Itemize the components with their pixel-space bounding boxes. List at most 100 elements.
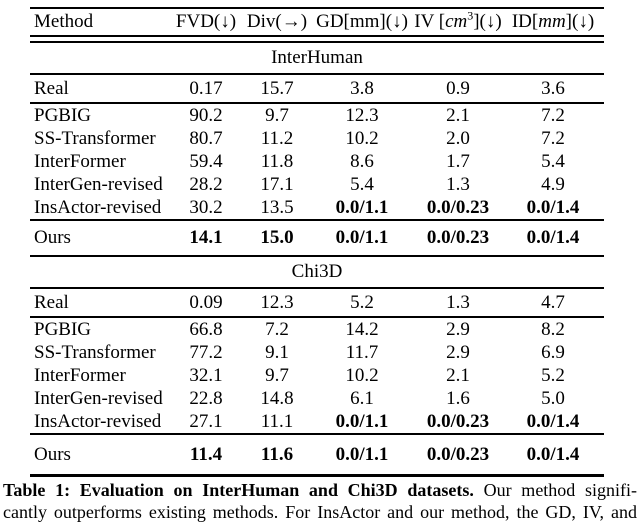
col-header-div: Div(→) <box>244 8 310 37</box>
value-cell: 3.8 <box>310 74 414 104</box>
value-cell: 14.1 <box>168 220 244 257</box>
table-row: InsActor-revised 30.2 13.5 0.0/1.1 0.0/0.23 0… <box>30 196 604 221</box>
value-cell: 1.3 <box>446 173 470 195</box>
value-cell: 2.0 <box>446 127 470 149</box>
value-cell: 28.2 <box>189 173 223 195</box>
dataset-section-row: InterHuman <box>30 42 604 75</box>
caption-line-2: cantly outperforms existing methods. For… <box>3 502 637 522</box>
value-cell: 59.4 <box>189 150 223 172</box>
value-cell: 0.0/0.23 <box>414 220 502 257</box>
value-cell: 0.9 <box>414 74 502 104</box>
double-rule-spacer <box>30 36 604 43</box>
value-cell: 5.4 <box>541 150 565 172</box>
col-header-id: ID[mm](↓) <box>502 8 604 37</box>
value-cell: 2.1 <box>446 104 470 126</box>
iv-unit-italic: cm <box>445 11 468 32</box>
value-cell: 9.7 <box>265 104 289 126</box>
iv-header-prefix: IV [ <box>414 11 446 32</box>
value-cell: 8.2 <box>541 318 565 340</box>
value-cell: 2.9 <box>446 318 470 340</box>
value-cell: 27.1 <box>168 410 244 435</box>
paper-page: Method FVD(↓) Div(→) GD[mm](↓) IV [cm3](… <box>3 7 637 522</box>
method-cell: Ours <box>30 220 168 257</box>
value-cell: 8.6 <box>350 150 374 172</box>
value-cell: 0.0/1.4 <box>502 410 604 435</box>
value-cell: 5.2 <box>310 288 414 318</box>
value-cell: 0.0/1.4 <box>502 434 604 477</box>
value-cell: 11.8 <box>260 150 294 172</box>
id-header-suffix: ](↓) <box>565 11 595 32</box>
value-cell: 14.8 <box>260 387 294 409</box>
table-row: Real 0.17 15.7 3.8 0.9 3.6 <box>30 74 604 104</box>
method-cell: InsActor-revised <box>30 410 168 435</box>
value-cell: 11.7 <box>345 341 379 363</box>
value-cell: 5.0 <box>541 387 565 409</box>
value-cell: 1.6 <box>446 387 470 409</box>
value-cell: 7.2 <box>541 127 565 149</box>
value-cell: 2.9 <box>446 341 470 363</box>
value-cell: 7.2 <box>265 318 289 340</box>
table-row: Ours 14.1 15.0 0.0/1.1 0.0/0.23 0.0/1.4 <box>30 220 604 257</box>
table-row: InsActor-revised 27.1 11.1 0.0/1.1 0.0/0.23 0… <box>30 410 604 435</box>
id-unit-italic: mm <box>538 11 566 32</box>
caption-text: Our method signifi- <box>483 480 638 500</box>
value-cell: 10.2 <box>345 364 379 386</box>
table-row: PGBIG 66.8 7.2 14.2 2.9 8.2 <box>30 317 604 341</box>
table-row: InterGen-revised 28.2 17.1 5.4 1.3 4.9 <box>30 173 604 196</box>
value-cell: 4.9 <box>541 173 565 195</box>
method-cell: SS-Transformer <box>34 341 156 363</box>
value-cell: 0.0/0.23 <box>414 196 502 221</box>
value-cell: 11.4 <box>168 434 244 477</box>
value-cell: 9.1 <box>265 341 289 363</box>
value-cell: 10.2 <box>345 127 379 149</box>
method-cell: Real <box>30 288 168 318</box>
method-cell: Ours <box>30 434 168 477</box>
value-cell: 0.0/1.4 <box>502 220 604 257</box>
table-body: InterHuman Real 0.17 15.7 3.8 0.9 3.6 PGBIG 90.2… <box>30 42 604 477</box>
value-cell: 11.2 <box>260 127 294 149</box>
table-header-row: Method FVD(↓) Div(→) GD[mm](↓) IV [cm3](… <box>30 8 604 37</box>
value-cell: 9.7 <box>265 364 289 386</box>
value-cell: 11.1 <box>244 410 310 435</box>
value-cell: 0.17 <box>168 74 244 104</box>
value-cell: 0.0/1.4 <box>502 196 604 221</box>
method-cell: Real <box>30 74 168 104</box>
value-cell: 6.9 <box>541 341 565 363</box>
table-row: InterGen-revised 22.8 14.8 6.1 1.6 5.0 <box>30 387 604 410</box>
value-cell: 0.0/0.23 <box>414 434 502 477</box>
value-cell: 0.0/1.1 <box>310 410 414 435</box>
value-cell: 7.2 <box>541 104 565 126</box>
value-cell: 0.0/1.1 <box>310 196 414 221</box>
caption-title: Table 1: Evaluation on InterHuman and Ch… <box>3 480 474 500</box>
value-cell: 32.1 <box>189 364 223 386</box>
method-cell: InterFormer <box>34 150 126 172</box>
value-cell: 90.2 <box>189 104 223 126</box>
value-cell: 22.8 <box>189 387 223 409</box>
id-header-prefix: ID[ <box>511 11 539 32</box>
value-cell: 17.1 <box>260 173 294 195</box>
method-cell: InsActor-revised <box>30 196 168 221</box>
value-cell: 1.7 <box>446 150 470 172</box>
method-cell: SS-Transformer <box>34 127 156 149</box>
value-cell: 1.3 <box>414 288 502 318</box>
col-header-iv: IV [cm3](↓) <box>414 8 502 37</box>
method-cell: InterGen-revised <box>34 387 163 409</box>
dataset-name: InterHuman <box>30 42 604 75</box>
value-cell: 12.3 <box>244 288 310 318</box>
value-cell: 13.5 <box>244 196 310 221</box>
table-row: InterFormer 32.1 9.7 10.2 2.1 5.2 <box>30 364 604 387</box>
table-row: Ours 11.4 11.6 0.0/1.1 0.0/0.23 0.0/1.4 <box>30 434 604 477</box>
col-header-gd: GD[mm](↓) <box>310 8 414 37</box>
value-cell: 0.09 <box>168 288 244 318</box>
table-row: SS-Transformer 77.2 9.1 11.7 2.9 6.9 <box>30 341 604 364</box>
iv-unit-superscript: 3 <box>467 8 474 23</box>
dataset-section-row: Chi3D <box>30 256 604 289</box>
dataset-name: Chi3D <box>30 256 604 289</box>
table-caption: Table 1: Evaluation on InterHuman and Ch… <box>3 479 637 523</box>
method-cell: PGBIG <box>34 104 92 126</box>
caption-line-1: Table 1: Evaluation on InterHuman and Ch… <box>3 479 637 501</box>
value-cell: 77.2 <box>189 341 223 363</box>
value-cell: 0.0/0.23 <box>414 410 502 435</box>
value-cell: 5.4 <box>350 173 374 195</box>
value-cell: 0.0/1.1 <box>310 434 414 477</box>
